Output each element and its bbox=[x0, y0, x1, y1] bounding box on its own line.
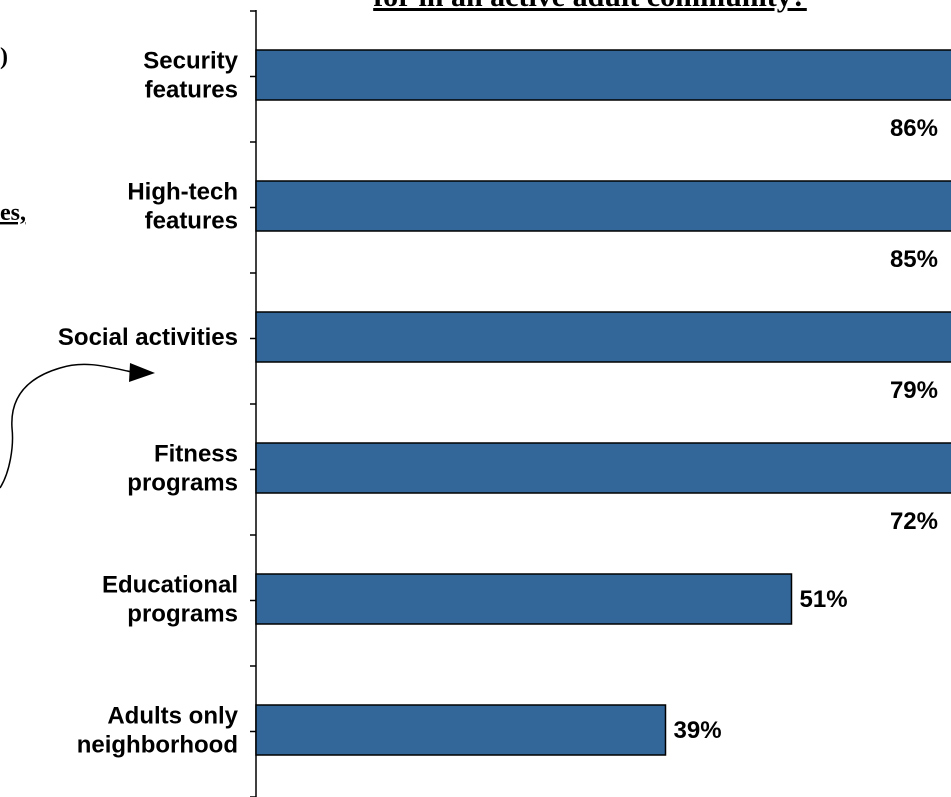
value-label: 51% bbox=[800, 586, 848, 613]
value-label: 86% bbox=[890, 115, 938, 142]
bar bbox=[255, 442, 951, 494]
axis-ticks bbox=[250, 10, 256, 797]
category-label: Social activities bbox=[58, 324, 238, 351]
category-label: Adults only neighborhood bbox=[77, 703, 239, 759]
bar bbox=[255, 311, 951, 363]
left-text-fragment-1: ) bbox=[0, 44, 8, 70]
left-text-fragment-2: es, bbox=[0, 200, 26, 226]
value-label: 39% bbox=[674, 717, 722, 744]
bar bbox=[255, 704, 667, 756]
category-label: High-tech features bbox=[127, 179, 238, 235]
curved-arrow-annotation bbox=[0, 363, 155, 489]
bar bbox=[255, 49, 951, 101]
value-label: 72% bbox=[890, 508, 938, 535]
value-label: 85% bbox=[890, 246, 938, 273]
bar bbox=[255, 180, 951, 232]
bar bbox=[255, 573, 793, 625]
chart-title: for in an active adult community? bbox=[373, 0, 807, 13]
category-label: Security features bbox=[143, 48, 238, 104]
category-label: Fitness programs bbox=[127, 441, 238, 497]
value-label: 79% bbox=[890, 377, 938, 404]
category-labels: Security features High-tech features Social … bbox=[58, 48, 239, 759]
bars bbox=[255, 49, 951, 756]
category-label: Educational programs bbox=[102, 572, 238, 628]
value-labels: 86% 85% 79% 72% 51% 39% bbox=[674, 115, 939, 744]
